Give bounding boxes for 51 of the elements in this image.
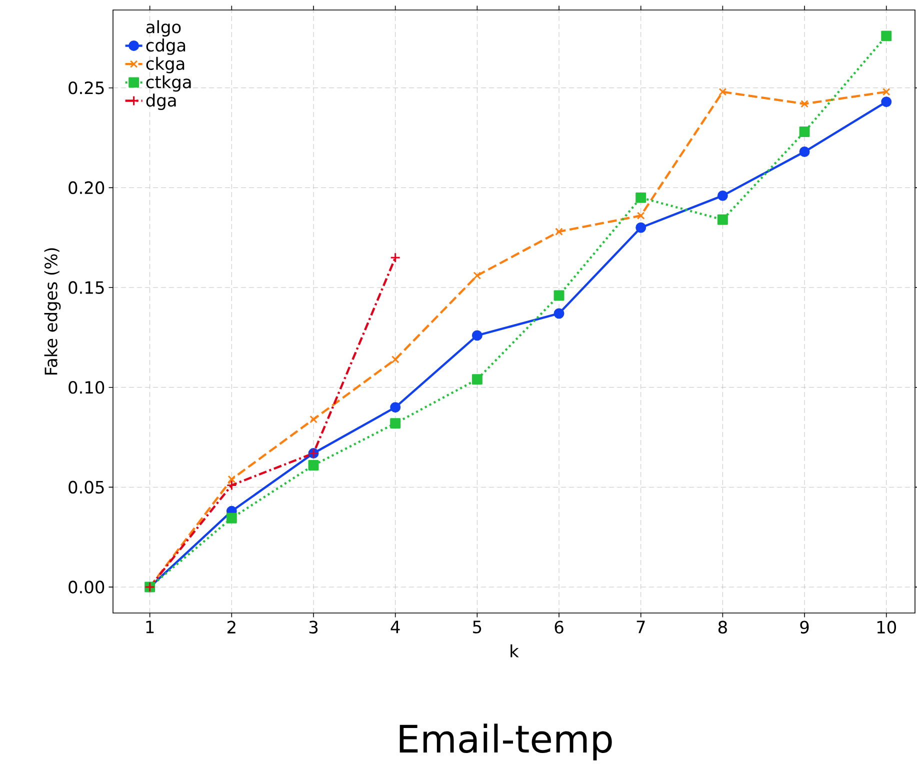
- x-tick-label: 9: [800, 620, 809, 634]
- point: [636, 192, 646, 203]
- point: [228, 475, 236, 484]
- x-tick-label: 6: [554, 620, 564, 634]
- legend-label: dga: [146, 94, 176, 110]
- y-axis-title: Fake edges (%): [44, 248, 61, 375]
- point: [308, 460, 319, 470]
- y-tick-label: 0.25: [68, 81, 104, 94]
- point: [881, 96, 892, 108]
- point: [226, 480, 237, 490]
- legend-label: ctkga: [146, 75, 191, 92]
- x-tick-label: 4: [390, 620, 400, 634]
- point: [718, 88, 727, 96]
- x-tick-label: 7: [636, 620, 645, 634]
- x-tick-label: 5: [473, 620, 482, 634]
- x-tick-label: 2: [228, 620, 236, 634]
- point: [881, 30, 892, 42]
- x-tick-label: 3: [309, 620, 318, 634]
- point: [717, 214, 728, 225]
- y-tick-label: 0.15: [68, 281, 104, 294]
- y-tick-label: 0.00: [68, 580, 104, 594]
- x-tick-label: 1: [146, 620, 154, 634]
- point: [636, 212, 645, 220]
- point: [554, 290, 564, 301]
- point: [391, 355, 400, 364]
- point: [799, 126, 810, 138]
- point: [555, 228, 563, 236]
- point: [554, 308, 564, 319]
- point: [636, 222, 646, 233]
- legend-label: ckga: [146, 56, 184, 74]
- point: [473, 272, 482, 280]
- point: [390, 418, 401, 429]
- point: [882, 88, 890, 96]
- x-tick-label: 8: [718, 620, 727, 634]
- x-tick-label: 10: [877, 620, 896, 634]
- point: [310, 415, 318, 424]
- point: [472, 374, 482, 385]
- y-tick-label: 0.10: [68, 380, 104, 394]
- point: [390, 402, 401, 413]
- text: Email-temp: [400, 724, 612, 760]
- y-tick-label: 0.05: [68, 480, 104, 494]
- point: [717, 190, 728, 201]
- point: [799, 146, 810, 157]
- point: [226, 512, 237, 524]
- point: [800, 100, 808, 108]
- point: [472, 330, 482, 341]
- legend-title: algo: [146, 20, 181, 37]
- x-axis-title: k: [510, 644, 519, 658]
- point: [390, 252, 401, 263]
- legend-label: cdga: [146, 38, 186, 55]
- y-tick-label: 0.20: [68, 181, 104, 194]
